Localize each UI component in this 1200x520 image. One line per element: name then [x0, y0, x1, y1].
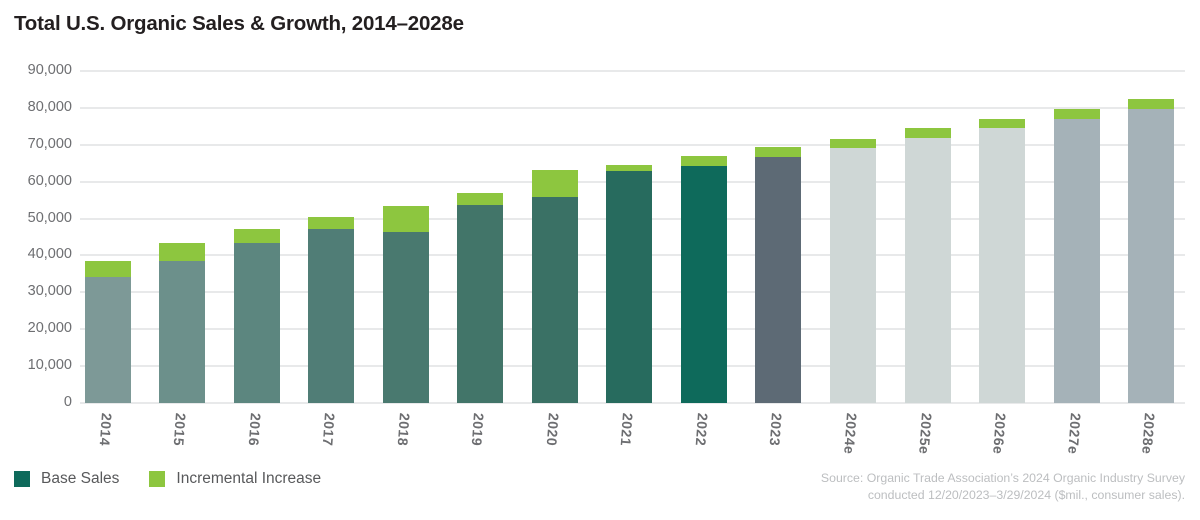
bar-2026e: [979, 119, 1026, 403]
source-line-1: Source: Organic Trade Association’s 2024…: [820, 471, 1185, 485]
base-sales-segment: [830, 148, 876, 403]
y-tick-label: 40,000: [27, 246, 72, 263]
y-tick-label: 70,000: [27, 135, 72, 152]
incremental-increase-segment: [457, 193, 504, 205]
y-tick-label: 60,000: [27, 172, 72, 189]
bar-2027e: [1053, 109, 1100, 403]
x-tick-label-2022: 2022: [692, 412, 711, 447]
base-sales-segment: [457, 205, 504, 403]
y-tick-label: 30,000: [27, 283, 72, 300]
source-line-2: conducted 12/20/2023–3/29/2024 ($mil., c…: [867, 488, 1185, 502]
x-tick-label-2028e: 2028e: [1139, 412, 1159, 455]
incremental-increase-segment: [159, 243, 206, 261]
y-tick-label: 0: [63, 394, 72, 410]
x-tick-label-2014: 2014: [96, 412, 115, 447]
incremental-increase-segment: [830, 139, 876, 148]
bar-2024e: [830, 139, 876, 403]
incremental-increase-segment: [84, 261, 131, 277]
y-tick-label: 90,000: [27, 62, 72, 78]
incremental-increase-segment: [904, 128, 951, 138]
gridline: [80, 106, 1185, 109]
base-sales-segment: [755, 157, 802, 403]
gridline: [80, 70, 1185, 72]
x-tick-label-2027e: 2027e: [1064, 412, 1084, 455]
base-sales-segment: [531, 197, 578, 403]
bar-2028e: [1128, 99, 1175, 403]
base-sales-segment: [606, 171, 653, 403]
x-tick-label-2019: 2019: [468, 412, 488, 447]
x-tick-label-2016: 2016: [245, 412, 264, 447]
y-axis-labels: 90,000 80,000 70,000 60,000 50,000 40,000 30,0…: [0, 62, 72, 410]
y-tick-label: 10,000: [27, 357, 72, 374]
x-tick-label-2018: 2018: [394, 412, 413, 447]
legend-item-base-sales: Base Sales: [14, 470, 119, 488]
x-tick-label-2024e: 2024e: [841, 412, 860, 455]
bar-2016: [233, 229, 280, 403]
bar-2023: [755, 147, 802, 403]
chart-title: Total U.S. Organic Sales & Growth, 2014–…: [14, 12, 464, 35]
gridline: [80, 402, 1185, 404]
plot-area: 2014 2015 2016 2017 2018 2019 2020 2021 2022 2023…: [80, 70, 1185, 455]
legend-label: Incremental Increase: [176, 470, 322, 487]
x-tick-label-2026e: 2026e: [990, 412, 1010, 455]
incremental-increase-swatch: [149, 471, 166, 487]
legend-label: Base Sales: [41, 470, 120, 487]
x-tick-label-2023: 2023: [767, 412, 786, 447]
base-sales-swatch: [14, 471, 30, 487]
bar-2025e: [904, 128, 951, 403]
base-sales-segment: [159, 261, 206, 403]
incremental-increase-segment: [606, 165, 653, 171]
base-sales-segment: [680, 166, 727, 403]
incremental-increase-segment: [755, 147, 802, 157]
source-note: Source: Organic Trade Association’s 2024…: [821, 470, 1185, 504]
gridline: [80, 143, 1185, 146]
base-sales-segment: [904, 138, 951, 403]
bar-2017: [308, 217, 355, 403]
bar-2021: [606, 165, 653, 403]
x-tick-label-2021: 2021: [618, 412, 637, 447]
bar-2014: [84, 261, 131, 403]
bar-2020: [531, 170, 578, 403]
incremental-increase-segment: [531, 170, 578, 197]
bar-2019: [457, 193, 504, 403]
base-sales-segment: [84, 277, 131, 403]
incremental-increase-segment: [979, 119, 1026, 128]
x-tick-label-2015: 2015: [170, 412, 190, 447]
incremental-increase-segment: [233, 229, 280, 243]
x-tick-label-2025e: 2025e: [915, 412, 935, 455]
x-tick-label-2020: 2020: [543, 412, 562, 447]
legend-item-incremental-increase: Incremental Increase: [149, 470, 321, 488]
bar-2022: [680, 156, 727, 403]
base-sales-segment: [979, 128, 1026, 403]
incremental-increase-segment: [382, 206, 429, 232]
bar-2018: [382, 206, 429, 403]
incremental-increase-segment: [1128, 99, 1175, 109]
y-tick-label: 20,000: [27, 320, 72, 337]
base-sales-segment: [1128, 109, 1175, 403]
incremental-increase-segment: [1053, 109, 1100, 119]
incremental-increase-segment: [308, 217, 355, 229]
base-sales-segment: [233, 243, 280, 403]
base-sales-segment: [382, 232, 429, 403]
legend: Base Sales Incremental Increase: [14, 470, 321, 488]
x-tick-label-2017: 2017: [319, 412, 339, 447]
y-tick-label: 80,000: [27, 98, 72, 115]
bar-2015: [159, 243, 206, 403]
base-sales-segment: [308, 229, 355, 403]
y-tick-label: 50,000: [27, 209, 72, 226]
base-sales-segment: [1053, 119, 1100, 403]
incremental-increase-segment: [680, 156, 727, 166]
